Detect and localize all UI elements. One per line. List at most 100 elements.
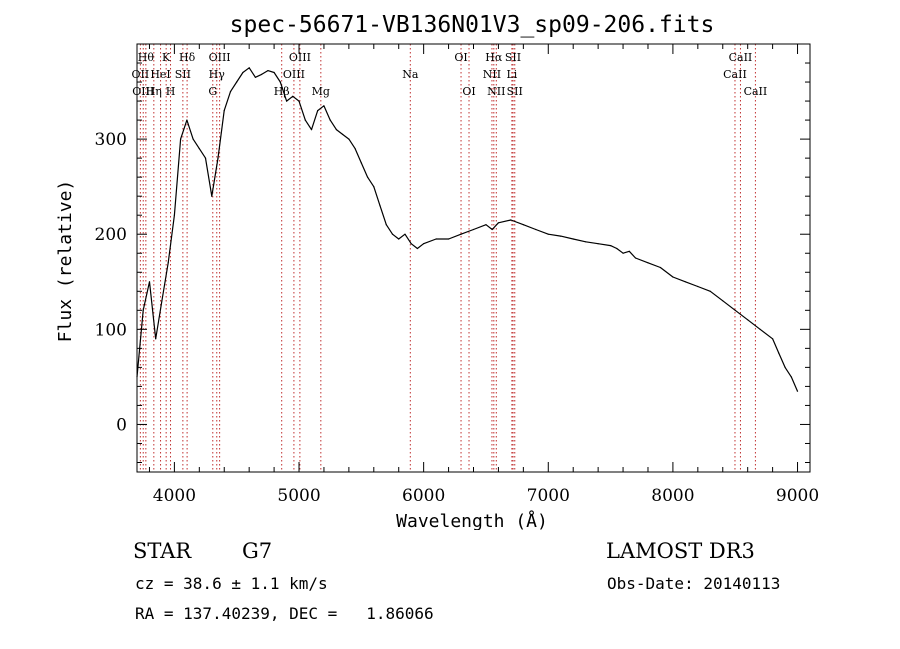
line-marker-label-2: Hθ: [138, 51, 155, 64]
data-point-61: [597, 243, 599, 245]
data-point-7: [180, 138, 182, 140]
data-point-58: [560, 235, 562, 237]
data-point-38: [373, 186, 375, 188]
line-marker-labels: OII OIII Hθ Hη HeI K H SII Hδ G Hγ OIII Hβ OIII OIII Mg…: [132, 51, 768, 98]
data-point-20: [261, 73, 263, 75]
y-tick-label-100: 100: [95, 320, 127, 340]
line-marker-label-6: H: [166, 85, 176, 98]
data-point-50: [472, 228, 475, 231]
data-point-45: [416, 247, 418, 250]
data-point-55: [522, 224, 525, 226]
data-point-57: [547, 233, 549, 235]
x-tick-label-5000: 5000: [277, 486, 320, 506]
line-marker-label-8: Hδ: [179, 51, 196, 64]
data-point-34: [348, 138, 350, 140]
object-subclass: G7: [242, 539, 273, 563]
line-marker-label-10: Hγ: [209, 68, 226, 81]
line-marker-label-11: OIII: [209, 51, 231, 64]
line-marker-label-27: CaII: [744, 85, 768, 98]
line-marker-label-0: OII: [132, 68, 150, 81]
data-point-32: [335, 129, 337, 131]
data-point-21: [267, 70, 269, 72]
data-point-68: [659, 266, 662, 269]
y-axis-label: Flux (relative): [55, 180, 76, 343]
data-point-75: [747, 319, 749, 321]
data-point-43: [404, 233, 406, 235]
data-point-62: [610, 245, 612, 247]
x-axis-label: Wavelength (Å): [396, 510, 548, 530]
data-point-52: [491, 228, 493, 231]
x-axis-ticks: 4000 5000 6000 7000 8000 9000: [148, 44, 819, 506]
data-point-59: [572, 238, 574, 240]
line-marker-label-20: Hα: [485, 51, 503, 64]
data-point-26: [298, 100, 300, 102]
data-point-27: [304, 119, 306, 121]
data-point-67: [647, 262, 649, 264]
data-point-40: [385, 224, 387, 226]
data-point-37: [367, 176, 369, 178]
data-point-74: [734, 309, 736, 311]
line-marker-label-17: OI: [454, 51, 467, 64]
data-point-72: [709, 290, 711, 292]
series-line-0: [136, 67, 799, 392]
data-point-65: [628, 250, 630, 252]
data-point-18: [248, 67, 250, 69]
data-point-54: [510, 219, 512, 221]
data-point-63: [616, 247, 618, 250]
data-point-46: [423, 243, 425, 245]
data-point-2: [148, 281, 151, 283]
data-point-11: [204, 157, 207, 159]
data-point-76: [759, 328, 761, 330]
line-marker-label-25: CaII: [723, 68, 747, 81]
line-marker-label-3: Hη: [146, 85, 162, 98]
data-point-19: [254, 76, 256, 78]
line-marker-label-1: OIII: [132, 85, 154, 98]
data-point-78: [778, 352, 780, 354]
x-tick-label-4000: 4000: [153, 486, 196, 506]
data-point-16: [236, 81, 238, 83]
data-point-31: [329, 119, 331, 121]
data-point-33: [342, 133, 344, 135]
data-point-49: [460, 233, 462, 235]
y-tick-label-300: 300: [95, 130, 127, 150]
line-marker-label-14: OIII: [289, 51, 311, 64]
coordinates: RA = 137.40239, DEC = 1.86066: [135, 604, 434, 623]
data-point-64: [622, 252, 624, 254]
observation-date: Obs-Date: 20140113: [607, 574, 781, 593]
data-point-17: [242, 71, 244, 74]
data-point-30: [323, 105, 325, 107]
x-tick-label-6000: 6000: [402, 486, 445, 506]
data-point-35: [354, 148, 356, 150]
y-axis-ticks: 0 100 200 300: [95, 43, 810, 463]
data-point-53: [497, 222, 499, 224]
line-marker-label-24: SII: [507, 85, 523, 98]
data-point-6: [173, 214, 175, 216]
data-point-39: [379, 205, 381, 207]
data-point-73: [722, 300, 724, 302]
data-point-56: [535, 228, 537, 231]
chart-title: spec-56671-VB136N01V3_sp09-206.fits: [230, 12, 715, 38]
x-tick-label-7000: 7000: [527, 486, 570, 506]
data-point-42: [398, 238, 400, 240]
redshift-value: cz = 38.6 ± 1.1 km/s: [135, 574, 328, 593]
line-marker-label-15: Mg: [312, 85, 330, 98]
object-class: STAR: [133, 539, 192, 563]
data-point-24: [286, 100, 288, 102]
x-tick-label-9000: 9000: [776, 486, 819, 506]
y-tick-label-0: 0: [116, 415, 127, 435]
spectrum-series: [136, 67, 799, 392]
line-marker-label-9: G: [208, 85, 217, 98]
data-point-71: [697, 285, 699, 288]
line-marker-label-21: NII: [487, 85, 505, 98]
data-point-60: [585, 241, 587, 243]
data-point-9: [192, 138, 194, 140]
data-point-80: [790, 376, 792, 378]
data-point-66: [634, 257, 637, 259]
data-point-70: [684, 281, 687, 283]
data-point-15: [229, 91, 232, 93]
data-point-69: [672, 276, 674, 278]
survey-name: LAMOST DR3: [606, 539, 755, 563]
data-point-10: [198, 148, 200, 150]
line-marker-label-16: Na: [402, 68, 419, 81]
line-marker-label-4: HeI: [150, 68, 170, 81]
